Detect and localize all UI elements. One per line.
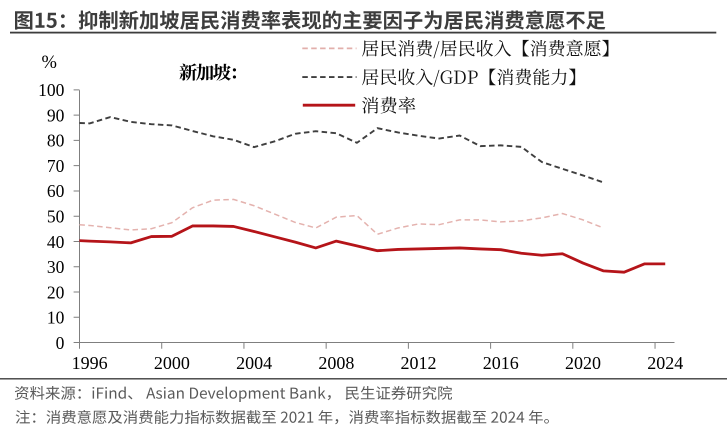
svg-text:0: 0 <box>56 333 65 353</box>
svg-text:10: 10 <box>47 308 65 328</box>
svg-text:2000: 2000 <box>154 353 190 373</box>
svg-text:2008: 2008 <box>318 353 354 373</box>
svg-text:2024: 2024 <box>647 353 683 373</box>
svg-text:80: 80 <box>47 131 65 151</box>
svg-text:2016: 2016 <box>483 353 519 373</box>
svg-text:90: 90 <box>47 105 65 125</box>
svg-text:50: 50 <box>47 207 65 227</box>
svg-text:60: 60 <box>47 181 65 201</box>
svg-text:1996: 1996 <box>72 353 108 373</box>
svg-text:2012: 2012 <box>401 353 437 373</box>
svg-text:30: 30 <box>47 257 65 277</box>
svg-text:2004: 2004 <box>236 353 272 373</box>
svg-text:100: 100 <box>38 80 65 100</box>
svg-text:20: 20 <box>47 282 65 302</box>
svg-text:2020: 2020 <box>565 353 601 373</box>
svg-text:%: % <box>42 53 57 73</box>
svg-text:70: 70 <box>47 156 65 176</box>
svg-text:40: 40 <box>47 232 65 252</box>
